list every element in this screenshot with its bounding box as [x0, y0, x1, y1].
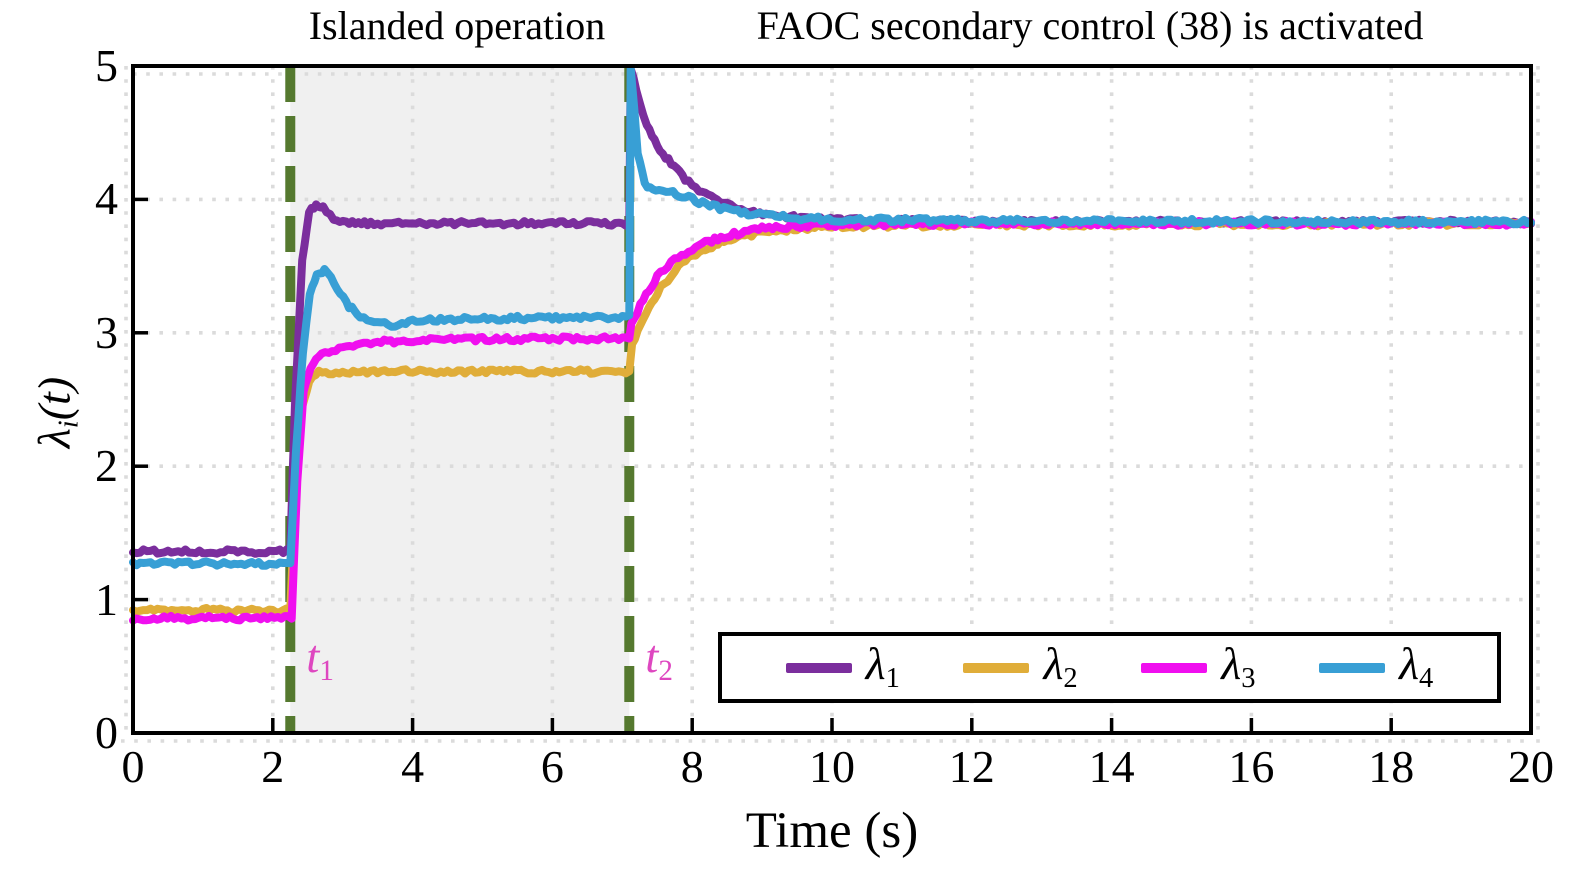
x-tick-label-8: 8 [680, 741, 704, 792]
y-tick-label-2: 2 [95, 440, 118, 492]
event-label-t2: t2 [645, 630, 673, 688]
t2-symbol: t [645, 631, 659, 683]
legend-swatch-lambda_2 [963, 662, 1030, 673]
axes-box [131, 64, 1533, 735]
legend-swatch-lambda_4 [1319, 662, 1386, 673]
t1-symbol: t [306, 631, 320, 683]
gridlines [121, 66, 1545, 743]
x-tick-label-10: 10 [809, 741, 855, 792]
x-tick-label-12: 12 [948, 741, 995, 792]
legend-label-lambda_3: λ3 [1221, 638, 1256, 694]
legend-label-lambda_4: λ4 [1399, 638, 1434, 694]
event-label-t1: t1 [306, 630, 334, 688]
x-tick-label-2: 2 [261, 741, 285, 792]
legend-swatch-lambda_1 [785, 662, 852, 673]
x-tick-label-16: 16 [1228, 741, 1275, 792]
title-islanded-operation: Islanded operation [308, 3, 606, 48]
legend-item-lambda_4: λ4 [1319, 641, 1433, 694]
x-tick-label-20: 20 [1508, 741, 1554, 792]
t1-subscript: 1 [319, 655, 334, 688]
legend-item-lambda_3: λ3 [1141, 641, 1255, 694]
x-tick-label-6: 6 [540, 741, 564, 792]
legend-swatch-lambda_3 [1141, 662, 1208, 673]
x-tick-label-0: 0 [121, 741, 145, 792]
y-tick-label-5: 5 [95, 40, 118, 91]
islanded-shaded-region [290, 66, 630, 733]
series-lines [129, 65, 1535, 625]
t2-subscript: 2 [658, 655, 673, 688]
legend-label-lambda_2: λ2 [1043, 638, 1078, 694]
tick-marks [131, 64, 1533, 735]
legend-label-lambda_1: λ1 [865, 638, 900, 694]
legend: λ1 λ2 λ3 λ4 [718, 632, 1501, 703]
x-tick-label-4: 4 [401, 741, 425, 792]
y-tick-label-0: 0 [95, 707, 118, 758]
title-faoc-activated: FAOC secondary control (38) is activated [756, 3, 1424, 48]
y-tick-label-3: 3 [95, 306, 118, 358]
y-tick-label-4: 4 [95, 173, 118, 225]
x-tick-label-18: 18 [1368, 741, 1415, 792]
legend-item-lambda_1: λ1 [785, 638, 900, 694]
x-tick-label-14: 14 [1088, 741, 1135, 792]
x-axis-label: Time (s) [745, 803, 919, 859]
legend-item-lambda_2: λ2 [963, 638, 1078, 694]
y-tick-label-1: 1 [95, 573, 118, 625]
series-line-lambda_4 [129, 65, 1535, 570]
